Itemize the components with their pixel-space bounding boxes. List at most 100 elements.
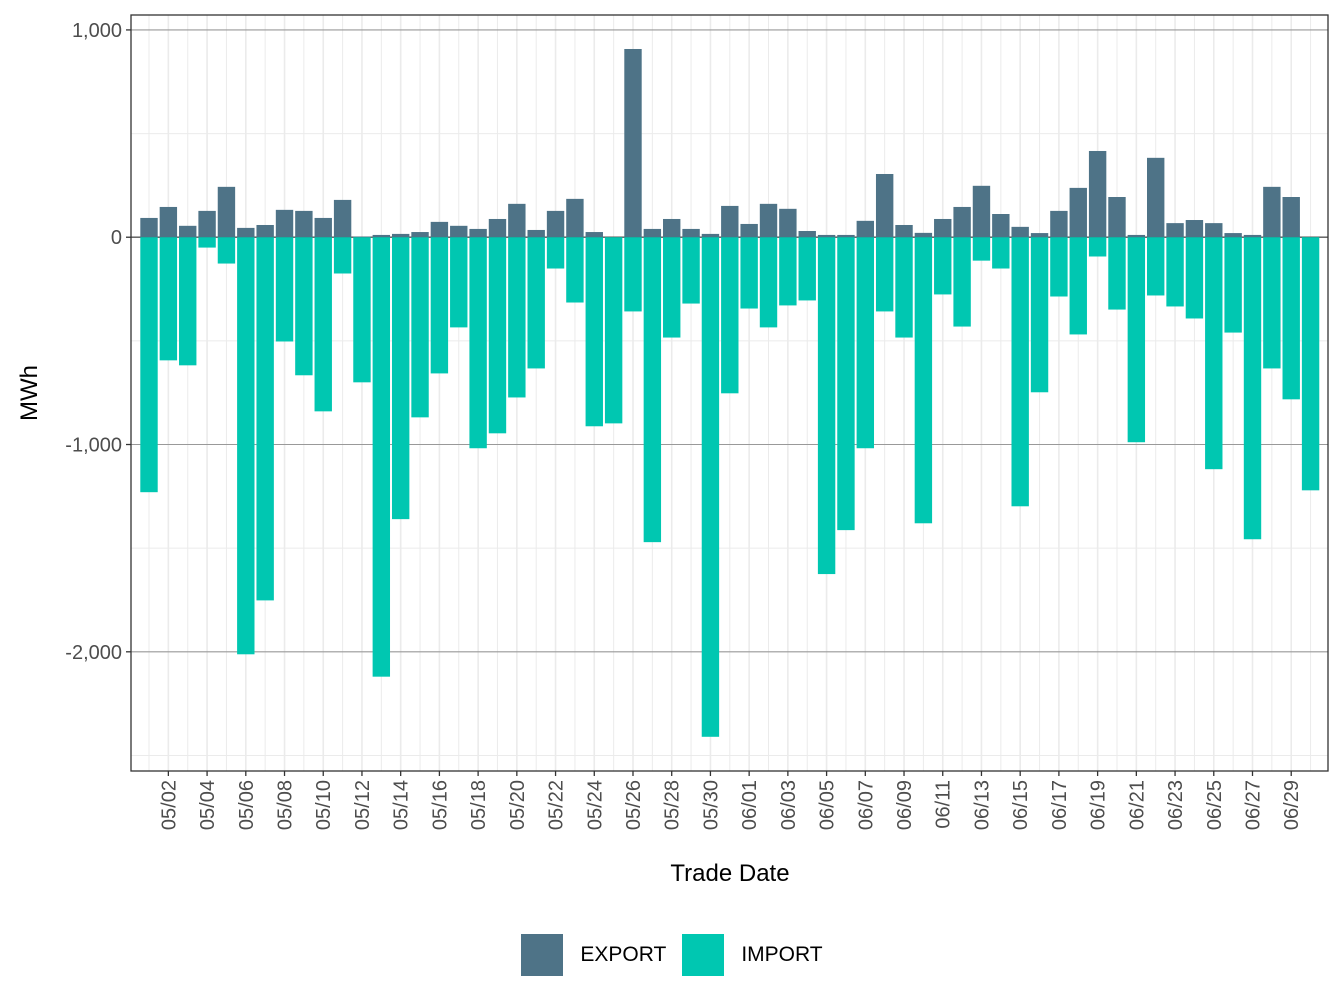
x-tick-label: 05/06 (236, 780, 258, 830)
bar-import-06-20 (1108, 237, 1126, 310)
x-tick-label: 05/08 (275, 780, 297, 830)
bar-import-05-18 (469, 237, 487, 449)
bar-import-06-11 (934, 237, 952, 295)
bar-export-05-01 (140, 217, 158, 238)
bar-import-06-29 (1282, 237, 1300, 400)
x-tick-label: 05/04 (197, 780, 219, 830)
panel-border (130, 14, 1329, 772)
bar-import-06-26 (1224, 237, 1242, 333)
bar-export-06-25 (1205, 223, 1223, 238)
bar-export-05-31 (721, 205, 739, 238)
bar-import-05-09 (295, 237, 313, 376)
bar-import-05-11 (333, 237, 352, 274)
bar-export-05-24 (585, 232, 603, 238)
x-tick-label: 05/26 (623, 780, 645, 830)
y-tick-label: 1,000 (72, 20, 122, 42)
x-tick-label: 06/15 (1010, 780, 1032, 830)
bar-export-06-18 (1069, 187, 1087, 238)
bar-export-06-06 (837, 234, 855, 238)
x-tick-label: 05/18 (468, 780, 490, 830)
bar-import-06-10 (914, 237, 933, 524)
bar-export-05-12 (353, 236, 371, 238)
bar-export-05-16 (430, 221, 449, 238)
bar-import-06-30 (1301, 237, 1320, 491)
bar-export-05-03 (179, 225, 197, 238)
bar-import-05-24 (585, 237, 603, 427)
bar-export-06-23 (1166, 223, 1184, 238)
x-tick-label: 06/03 (778, 780, 800, 830)
bar-export-06-19 (1088, 150, 1107, 238)
legend-key-import (682, 934, 725, 976)
bar-import-05-30 (701, 237, 720, 737)
bar-import-06-05 (817, 237, 836, 575)
bar-import-05-23 (566, 237, 584, 303)
bar-export-06-03 (779, 208, 797, 238)
legend-item-import: IMPORT (682, 934, 823, 976)
bar-import-06-14 (992, 237, 1010, 269)
bar-export-06-29 (1282, 197, 1300, 238)
bar-import-06-01 (740, 237, 758, 309)
bar-export-06-12 (953, 206, 971, 238)
bar-import-06-16 (1030, 237, 1049, 393)
bar-export-06-04 (798, 231, 816, 238)
x-tick-label: 05/14 (391, 780, 413, 830)
bar-export-05-21 (527, 229, 545, 238)
x-tick-label: 06/25 (1204, 780, 1226, 830)
bar-import-05-26 (624, 237, 642, 312)
bar-import-06-03 (779, 237, 797, 306)
legend-label-export: EXPORT (580, 943, 667, 966)
x-tick-label: 05/22 (546, 780, 568, 830)
bar-import-05-21 (527, 237, 545, 369)
bar-export-05-06 (237, 227, 255, 238)
x-tick-label: 06/21 (1126, 780, 1148, 830)
bar-export-06-13 (972, 185, 991, 238)
bar-import-05-29 (682, 237, 700, 304)
bar-import-05-07 (256, 237, 274, 601)
bar-export-06-26 (1224, 233, 1242, 238)
x-tick-label: 05/30 (700, 780, 722, 830)
bar-export-06-22 (1147, 157, 1165, 238)
bar-import-05-02 (159, 237, 178, 361)
y-tick-label: -1,000 (65, 435, 122, 457)
bar-import-06-22 (1147, 237, 1165, 296)
bar-export-05-26 (624, 48, 642, 238)
x-tick-label: 06/09 (894, 780, 916, 830)
bar-import-05-20 (508, 237, 526, 398)
bar-import-06-25 (1205, 237, 1223, 470)
bars (140, 48, 1320, 737)
bar-export-06-07 (856, 220, 875, 238)
bar-export-05-08 (275, 209, 294, 238)
bar-export-05-22 (546, 210, 565, 238)
bar-export-05-29 (682, 228, 700, 238)
bar-import-05-17 (450, 237, 468, 328)
bar-import-05-01 (140, 237, 158, 493)
legend-key-export (521, 934, 564, 976)
bar-import-06-09 (895, 237, 913, 338)
bar-import-05-14 (391, 237, 410, 520)
bar-import-06-07 (856, 237, 875, 449)
bar-export-05-19 (488, 218, 507, 238)
bar-import-05-03 (179, 237, 197, 366)
bar-import-06-08 (875, 237, 894, 312)
bar-export-06-28 (1263, 186, 1281, 238)
bar-export-06-01 (740, 223, 758, 238)
x-tick-label: 06/17 (1049, 780, 1071, 830)
bar-export-06-02 (759, 203, 778, 238)
bar-import-06-02 (759, 237, 778, 328)
bar-export-05-20 (508, 203, 526, 238)
bar-export-05-05 (217, 186, 236, 238)
bar-export-06-27 (1243, 234, 1262, 238)
bar-import-05-12 (353, 237, 371, 383)
legend: EXPORT IMPORT (0, 932, 1344, 978)
bar-export-06-17 (1050, 210, 1068, 238)
bar-export-05-15 (411, 232, 429, 238)
bar-import-05-31 (721, 237, 739, 394)
bar-import-06-06 (837, 237, 855, 531)
bar-export-06-11 (934, 218, 952, 238)
x-tick-label: 05/02 (158, 780, 180, 830)
bar-export-05-11 (333, 199, 352, 238)
bar-export-05-14 (391, 233, 410, 238)
x-tick-label: 06/27 (1242, 780, 1264, 830)
bar-import-06-19 (1088, 237, 1107, 257)
bar-export-06-14 (992, 214, 1010, 238)
